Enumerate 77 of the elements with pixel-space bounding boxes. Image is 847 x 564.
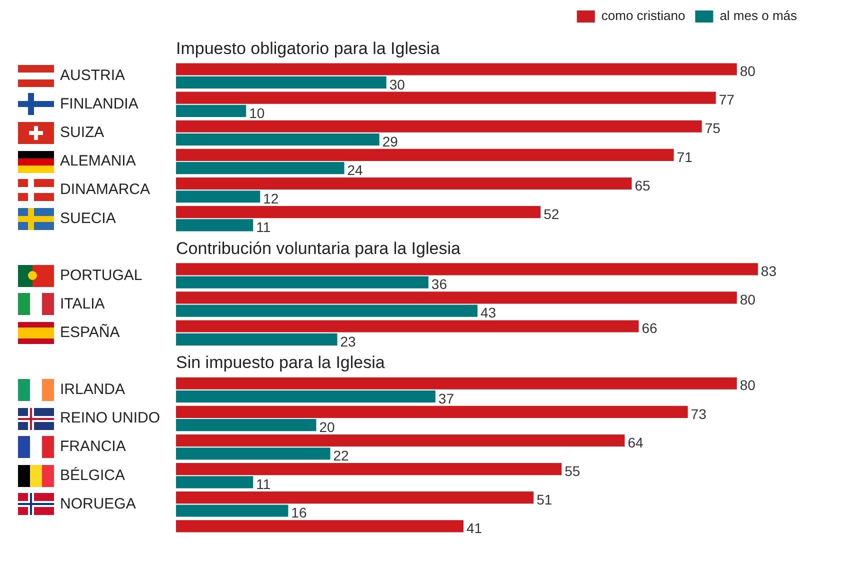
data-label: 29 xyxy=(382,133,398,150)
bar xyxy=(176,276,428,288)
annotation: Sin impuesto para la Iglesia xyxy=(176,353,386,372)
bar xyxy=(176,320,639,332)
bar xyxy=(176,419,316,432)
bar xyxy=(176,190,260,203)
bar xyxy=(176,206,541,218)
annotation: Impuesto obligatorio para la Iglesia xyxy=(176,38,440,58)
data-label: 75 xyxy=(704,120,721,136)
bar xyxy=(176,377,737,390)
bar xyxy=(176,162,344,174)
data-label: 16 xyxy=(291,504,307,521)
bar xyxy=(176,120,702,132)
y-tick-label: ITALIA xyxy=(60,295,105,312)
data-label: 22 xyxy=(333,447,350,464)
bar xyxy=(176,390,436,403)
bar xyxy=(176,463,562,476)
bar xyxy=(176,133,380,146)
y-tick-label: FINLANDIA xyxy=(60,96,138,113)
bar xyxy=(176,504,288,517)
bar xyxy=(176,63,737,76)
data-label: 11 xyxy=(256,219,271,236)
data-label: 83 xyxy=(760,263,777,280)
y-tick-label: DINAMARCA xyxy=(60,181,150,198)
data-label: 66 xyxy=(642,320,658,336)
bar xyxy=(176,434,625,447)
data-label: 37 xyxy=(438,390,454,406)
y-tick-label: SUECIA xyxy=(60,210,116,227)
y-tick-label: ESPAÑA xyxy=(60,322,120,341)
bar xyxy=(176,304,478,317)
bar xyxy=(176,476,254,488)
data-label: 51 xyxy=(536,491,552,508)
bar xyxy=(176,92,716,104)
data-label: 43 xyxy=(480,304,496,321)
data-label: 12 xyxy=(263,190,279,206)
data-label: 20 xyxy=(319,418,336,435)
annotation: Contribución voluntaria para la Iglesia xyxy=(176,238,461,258)
data-label: 73 xyxy=(690,406,707,422)
y-tick-label: REINO UNIDO xyxy=(60,410,160,427)
legend-label: al mes o más xyxy=(720,8,798,24)
data-label: 41 xyxy=(466,520,482,536)
data-label: 77 xyxy=(718,92,735,108)
legend-label: como cristiano xyxy=(601,8,686,24)
data-label: 55 xyxy=(564,462,580,479)
y-tick-label: SUIZA xyxy=(60,124,104,142)
y-tick-label: NORUEGA xyxy=(60,495,136,512)
bar xyxy=(176,263,758,276)
data-label: 65 xyxy=(634,177,651,194)
data-label: 80 xyxy=(740,292,756,308)
data-label: 11 xyxy=(256,476,271,492)
bar xyxy=(176,292,737,304)
data-label: 10 xyxy=(249,104,265,121)
y-tick-label: BÉLGICA xyxy=(60,466,126,484)
bar xyxy=(176,177,632,190)
bar xyxy=(176,492,534,504)
data-label: 64 xyxy=(628,434,644,450)
data-label: 80 xyxy=(740,63,756,80)
y-tick-label: FRANCIA xyxy=(60,438,126,456)
bar xyxy=(176,448,330,460)
bar xyxy=(176,333,338,346)
data-label: 30 xyxy=(389,76,406,92)
bar xyxy=(176,148,674,161)
data-label: 80 xyxy=(740,377,756,394)
y-tick-label: IRLANDA xyxy=(60,381,126,398)
bar xyxy=(176,406,688,418)
bar xyxy=(176,219,254,232)
bar xyxy=(176,520,464,532)
data-label: 24 xyxy=(347,162,364,178)
data-label: 52 xyxy=(544,206,560,222)
data-label: 36 xyxy=(431,276,448,292)
bar xyxy=(176,76,386,88)
data-label: 23 xyxy=(340,333,356,350)
y-tick-label: ALEMANIA xyxy=(60,152,136,170)
y-tick-label: PORTUGAL xyxy=(60,266,142,284)
bar xyxy=(176,104,246,117)
data-label: 71 xyxy=(676,148,693,165)
y-tick-label: AUSTRIA xyxy=(60,66,126,84)
